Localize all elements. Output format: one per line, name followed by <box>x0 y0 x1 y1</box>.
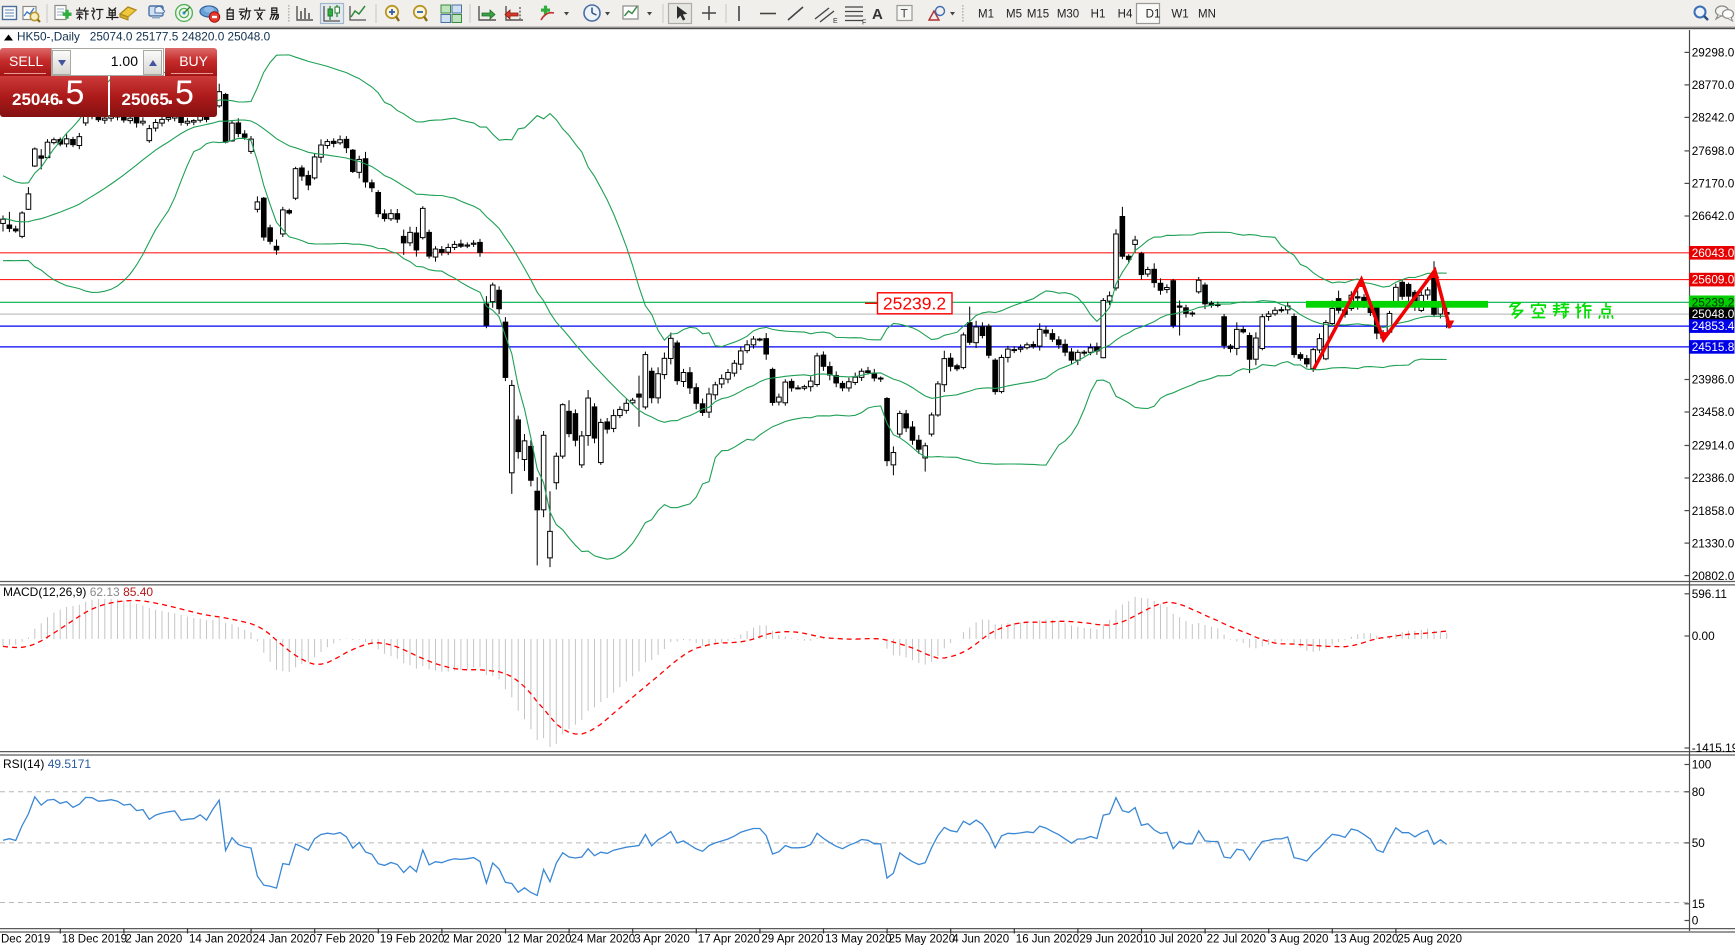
svg-text:25 May 2020: 25 May 2020 <box>889 934 956 945</box>
svg-text:M30: M30 <box>1057 9 1079 21</box>
svg-text:24853.4: 24853.4 <box>1692 319 1735 333</box>
svg-text:13 May 2020: 13 May 2020 <box>825 934 892 945</box>
svg-text:D1: D1 <box>1146 9 1161 21</box>
svg-text:50: 50 <box>1692 836 1706 850</box>
svg-text:12 Mar 2020: 12 Mar 2020 <box>507 934 572 945</box>
svg-text:24515.8: 24515.8 <box>1692 340 1735 354</box>
svg-text:Dec 2019: Dec 2019 <box>1 934 50 945</box>
svg-text:25239.2: 25239.2 <box>1692 295 1735 309</box>
svg-text:3 Aug 2020: 3 Aug 2020 <box>1270 934 1328 945</box>
svg-text:16 Jun 2020: 16 Jun 2020 <box>1016 934 1079 945</box>
svg-text:RSI(14) 49.5171: RSI(14) 49.5171 <box>3 757 91 771</box>
svg-text:27698.0: 27698.0 <box>1692 144 1735 158</box>
svg-text:3 Apr 2020: 3 Apr 2020 <box>634 934 690 945</box>
svg-text:25 Aug 2020: 25 Aug 2020 <box>1397 934 1462 945</box>
svg-text:MN: MN <box>1198 9 1216 21</box>
svg-text:14 Jan 2020: 14 Jan 2020 <box>189 934 252 945</box>
svg-text:25239.2: 25239.2 <box>883 294 946 314</box>
svg-text:HK50-,Daily 25074.0 25177.5: HK50-,Daily 25074.0 25177.5 24820.0 2504… <box>17 30 271 44</box>
svg-text:24 Mar 2020: 24 Mar 2020 <box>571 934 636 945</box>
svg-text:26642.0: 26642.0 <box>1692 209 1735 223</box>
svg-text:20802.0: 20802.0 <box>1692 569 1735 583</box>
svg-text:25048.0: 25048.0 <box>1692 307 1735 321</box>
svg-text:T: T <box>901 7 909 21</box>
svg-text:19 Feb 2020: 19 Feb 2020 <box>380 934 445 945</box>
svg-text:2 Jan 2020: 2 Jan 2020 <box>125 934 182 945</box>
svg-text:22 Jul 2020: 22 Jul 2020 <box>1207 934 1266 945</box>
svg-text:21858.0: 21858.0 <box>1692 504 1735 518</box>
svg-text:21330.0: 21330.0 <box>1692 536 1735 550</box>
svg-text:H1: H1 <box>1091 9 1106 21</box>
svg-text:7 Feb 2020: 7 Feb 2020 <box>316 934 374 945</box>
svg-text:29298.0: 29298.0 <box>1692 46 1735 60</box>
svg-text:15: 15 <box>1692 897 1706 911</box>
svg-text:0.00: 0.00 <box>1692 629 1715 643</box>
svg-text:80: 80 <box>1692 785 1706 799</box>
svg-text:A: A <box>872 6 883 23</box>
svg-text:27170.0: 27170.0 <box>1692 177 1735 191</box>
svg-text:E: E <box>833 18 838 25</box>
svg-text:-1415.19: -1415.19 <box>1692 741 1735 755</box>
svg-text:596.11: 596.11 <box>1692 587 1727 601</box>
svg-text:W1: W1 <box>1171 9 1188 21</box>
svg-text:29 Apr 2020: 29 Apr 2020 <box>761 934 823 945</box>
svg-text:17 Apr 2020: 17 Apr 2020 <box>698 934 760 945</box>
svg-text:23458.0: 23458.0 <box>1692 405 1735 419</box>
svg-text:M1: M1 <box>978 9 994 21</box>
svg-text:4 Jun 2020: 4 Jun 2020 <box>952 934 1009 945</box>
svg-text:H4: H4 <box>1118 9 1133 21</box>
svg-text:24 Jan 2020: 24 Jan 2020 <box>253 934 316 945</box>
svg-text:25609.0: 25609.0 <box>1692 273 1735 287</box>
svg-text:10 Jul 2020: 10 Jul 2020 <box>1143 934 1202 945</box>
svg-text:M5: M5 <box>1006 9 1022 21</box>
svg-text:28770.0: 28770.0 <box>1692 78 1735 92</box>
svg-text:26043.0: 26043.0 <box>1692 246 1735 260</box>
svg-text:13 Aug 2020: 13 Aug 2020 <box>1334 934 1399 945</box>
svg-text:28242.0: 28242.0 <box>1692 111 1735 125</box>
svg-text:22386.0: 22386.0 <box>1692 471 1735 485</box>
svg-text:2 Mar 2020: 2 Mar 2020 <box>443 934 501 945</box>
svg-text:F: F <box>862 20 866 27</box>
svg-text:0: 0 <box>1692 914 1699 928</box>
svg-text:18 Dec 2019: 18 Dec 2019 <box>62 934 127 945</box>
svg-text:MACD(12,26,9) 62.13 85.40: MACD(12,26,9) 62.13 85.40 <box>3 585 153 599</box>
svg-text:29 Jun 2020: 29 Jun 2020 <box>1079 934 1142 945</box>
svg-text:100: 100 <box>1692 758 1712 772</box>
svg-text:M15: M15 <box>1027 9 1049 21</box>
svg-text:23986.0: 23986.0 <box>1692 373 1735 387</box>
svg-text:22914.0: 22914.0 <box>1692 439 1735 453</box>
